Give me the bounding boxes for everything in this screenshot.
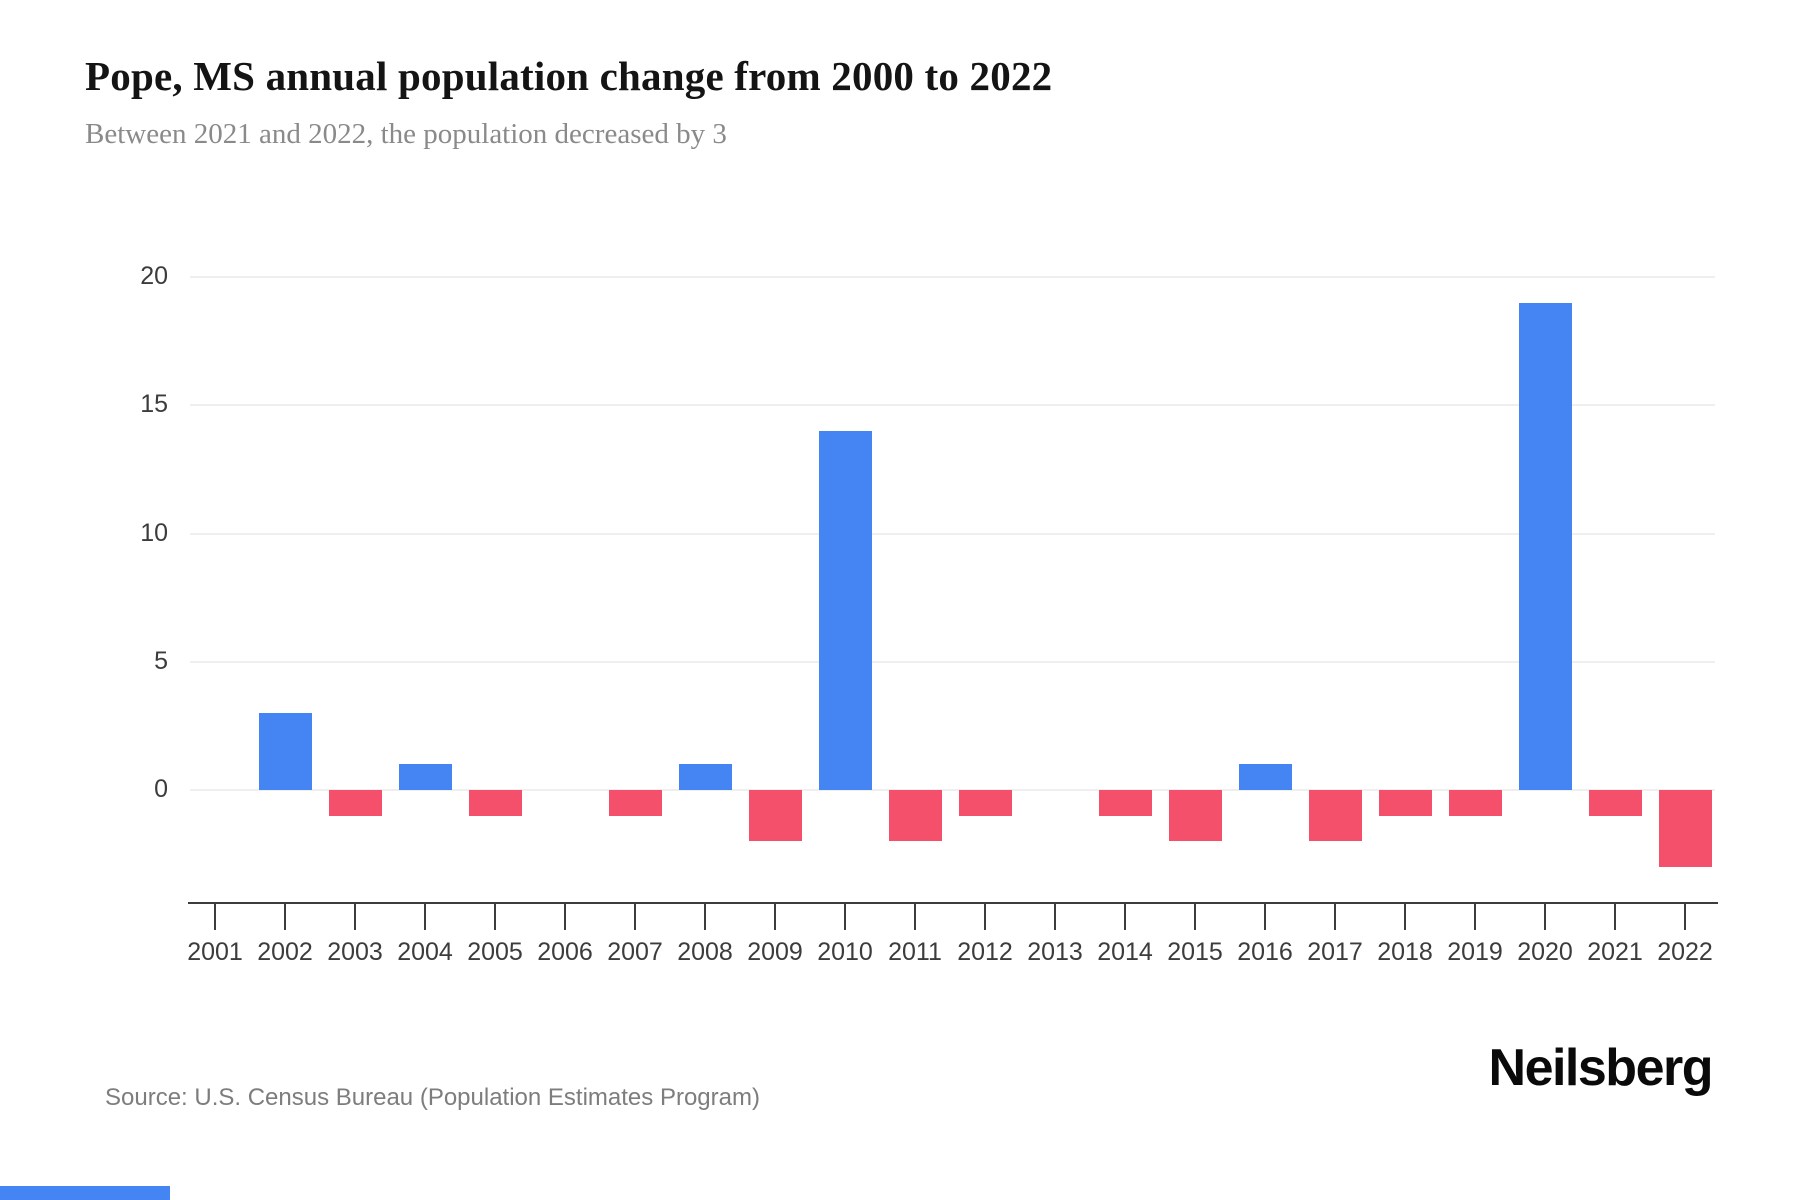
x-axis-label: 2020: [1517, 938, 1573, 966]
x-axis-label: 2017: [1307, 938, 1363, 966]
x-axis-label: 2015: [1167, 938, 1223, 966]
x-axis-label: 2019: [1447, 938, 1503, 966]
x-axis-label: 2002: [257, 938, 313, 966]
x-tick: [1404, 904, 1406, 930]
x-tick: [844, 904, 846, 930]
x-axis-label: 2003: [327, 938, 383, 966]
bar[interactable]: [258, 713, 312, 790]
x-axis-label: 2021: [1587, 938, 1643, 966]
y-axis-label: 0: [154, 775, 168, 803]
x-tick: [1544, 904, 1546, 930]
bottom-accent-strip: [0, 1186, 170, 1200]
x-axis-label: 2022: [1657, 938, 1713, 966]
x-tick: [1124, 904, 1126, 930]
x-axis-label: 2009: [747, 938, 803, 966]
x-axis-label: 2016: [1237, 938, 1293, 966]
x-tick: [494, 904, 496, 930]
x-axis-label: 2007: [607, 938, 663, 966]
y-axis-label: 10: [140, 518, 168, 547]
bar[interactable]: [678, 764, 732, 790]
bar[interactable]: [958, 790, 1012, 816]
x-tick: [1194, 904, 1196, 930]
gridline: [190, 789, 1715, 791]
bar[interactable]: [1658, 790, 1712, 867]
page-title: Pope, MS annual population change from 2…: [85, 53, 1053, 99]
bar[interactable]: [888, 790, 942, 842]
x-axis-line: [188, 902, 1718, 904]
chart-subtitle: Between 2021 and 2022, the population de…: [85, 118, 727, 150]
bar[interactable]: [1238, 764, 1292, 790]
bar[interactable]: [1168, 790, 1222, 842]
y-axis-label: 5: [154, 646, 168, 675]
x-axis-label: 2010: [817, 938, 873, 966]
x-tick: [774, 904, 776, 930]
x-tick: [1334, 904, 1336, 930]
bar[interactable]: [1098, 790, 1152, 816]
x-axis-label: 2008: [677, 938, 733, 966]
bar[interactable]: [1308, 790, 1362, 842]
bar[interactable]: [1378, 790, 1432, 816]
y-axis-label: 15: [140, 390, 168, 419]
x-tick: [634, 904, 636, 930]
bar[interactable]: [818, 430, 872, 790]
x-tick: [1264, 904, 1266, 930]
gridline: [190, 404, 1715, 407]
x-tick: [424, 904, 426, 930]
bar[interactable]: [1518, 302, 1572, 790]
plot-area: 2001 2002 2003 2004 2005 2006 2007 2008 2009 2010…: [180, 250, 1720, 966]
x-axis-label: 2006: [537, 938, 593, 966]
x-axis-label: 2004: [397, 938, 453, 966]
x-axis-label: 2001: [187, 938, 243, 966]
x-axis-label: 2014: [1097, 938, 1153, 966]
x-axis-label: 2013: [1027, 938, 1083, 966]
x-tick: [1054, 904, 1056, 930]
bar[interactable]: [1448, 790, 1502, 816]
bar[interactable]: [1588, 790, 1642, 816]
bar[interactable]: [748, 790, 802, 842]
gridline: [190, 276, 1715, 278]
bar[interactable]: [398, 764, 452, 790]
bar[interactable]: [328, 790, 382, 816]
x-axis-label: 2018: [1377, 938, 1433, 966]
x-tick: [354, 904, 356, 930]
x-tick: [214, 904, 216, 930]
x-tick: [564, 904, 566, 930]
x-tick: [284, 904, 286, 930]
gridline: [190, 660, 1715, 663]
x-tick: [1684, 904, 1686, 930]
x-axis-label: 2011: [888, 938, 942, 966]
x-tick: [984, 904, 986, 930]
x-tick: [1474, 904, 1476, 930]
source-caption: Source: U.S. Census Bureau (Population E…: [105, 1084, 760, 1111]
brand-logo: Neilsberg: [1488, 1039, 1714, 1097]
y-axis-label: 20: [140, 262, 168, 290]
bar[interactable]: [468, 790, 522, 816]
bar[interactable]: [608, 790, 662, 816]
gridline: [190, 532, 1715, 535]
x-axis-label: 2005: [467, 938, 523, 966]
x-tick: [704, 904, 706, 930]
x-tick: [1614, 904, 1616, 930]
x-axis-label: 2012: [957, 938, 1013, 966]
x-tick: [914, 904, 916, 930]
